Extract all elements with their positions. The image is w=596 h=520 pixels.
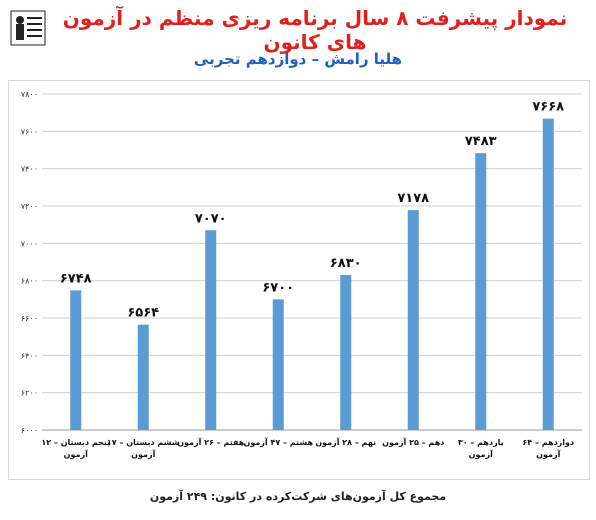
bar bbox=[340, 275, 352, 430]
y-tick-label: ۷۰۰۰ bbox=[21, 239, 38, 248]
bar bbox=[205, 230, 217, 430]
x-category-label: آزمون bbox=[536, 449, 560, 459]
data-label: ۷۶۶۸ bbox=[532, 100, 564, 115]
bar bbox=[70, 290, 82, 430]
x-category-label: دهم – ۲۵ آزمون bbox=[382, 437, 444, 447]
bar bbox=[542, 118, 554, 430]
y-tick-label: ۶۲۰۰ bbox=[21, 389, 38, 398]
y-tick-label: ۷۲۰۰ bbox=[21, 202, 38, 211]
data-label: ۶۸۳۰ bbox=[330, 256, 362, 271]
x-category-label: آزمون bbox=[64, 449, 88, 459]
y-tick-label: ۶۸۰۰ bbox=[21, 277, 38, 286]
bar bbox=[272, 299, 284, 430]
data-label: ۷۴۸۳ bbox=[465, 134, 497, 149]
page-title: نمودار پیشرفت ۸ سال برنامه ریزی منظم در … bbox=[62, 6, 568, 54]
y-tick-label: ۷۸۰۰ bbox=[21, 90, 38, 99]
y-tick-label: ۶۴۰۰ bbox=[21, 351, 38, 360]
y-tick-label: ۷۴۰۰ bbox=[21, 165, 38, 174]
footer-total-exams: مجموع کل آزمون‌های شرکت‌کرده در کانون: ۲… bbox=[149, 490, 447, 503]
bar bbox=[475, 153, 487, 430]
y-tick-label: ۶۶۰۰ bbox=[21, 314, 38, 323]
x-category-label: آزمون bbox=[131, 449, 155, 459]
bar bbox=[407, 210, 419, 430]
page-subtitle: هلیا رامش – دوازدهم تجربی bbox=[193, 50, 403, 68]
x-category-label: هفتم – ۲۶ آزمون bbox=[177, 437, 245, 447]
chart-frame bbox=[8, 80, 590, 480]
data-label: ۷۱۷۸ bbox=[397, 191, 429, 206]
data-label: ۷۰۷۰ bbox=[195, 211, 227, 226]
kanoon-logo bbox=[8, 8, 48, 48]
x-category-label: پنجم دبستان – ۱۲ bbox=[41, 438, 110, 447]
x-category-label: هشتم – ۴۷ آزمون bbox=[244, 437, 314, 447]
data-label: ۶۵۶۴ bbox=[127, 306, 159, 321]
data-label: ۶۷۰۰ bbox=[262, 280, 294, 295]
x-category-label: دوازدهم – ۶۴ bbox=[522, 438, 574, 447]
y-tick-label: ۶۰۰۰ bbox=[21, 426, 38, 435]
y-tick-label: ۷۶۰۰ bbox=[21, 127, 38, 136]
bar bbox=[137, 324, 149, 430]
x-category-label: نهم – ۲۸ آزمون bbox=[315, 437, 376, 447]
data-label: ۶۷۴۸ bbox=[60, 271, 92, 286]
x-category-label: یازدهم – ۳۰ bbox=[458, 438, 504, 447]
x-category-label: ششم دبستان – ۱۷ bbox=[107, 438, 180, 447]
x-category-label: آزمون bbox=[469, 449, 493, 459]
